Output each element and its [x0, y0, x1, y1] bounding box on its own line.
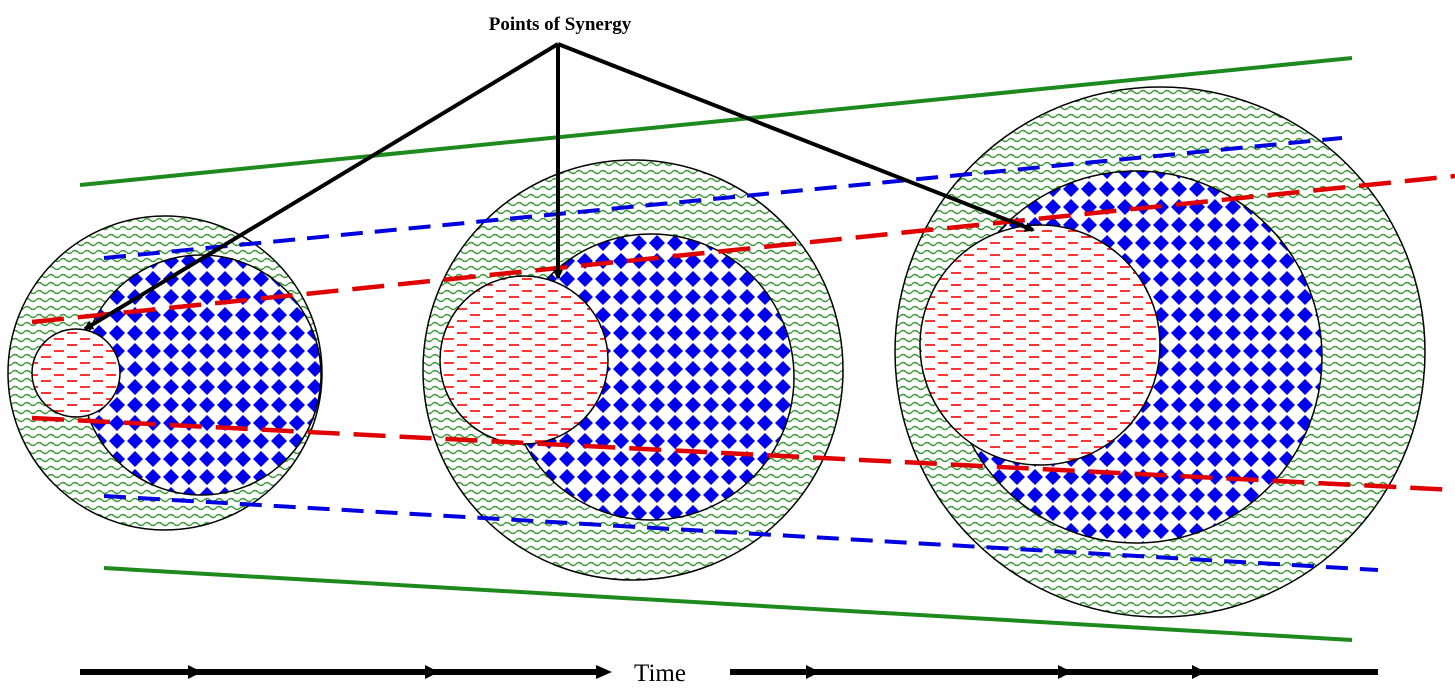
time-axis-arrow-1 — [188, 665, 202, 679]
time-axis-arrow-3 — [596, 665, 612, 679]
synergy-arrow-1 — [83, 42, 560, 331]
stage-3-inner-circle — [919, 224, 1161, 466]
time-axis-arrow-6 — [1192, 665, 1206, 679]
stage-3-group — [894, 86, 1426, 618]
stage-1-inner-circle — [31, 328, 121, 418]
time-axis-arrow-2 — [425, 665, 439, 679]
inner-boundary-top — [31, 173, 1455, 325]
middle-boundary-top — [103, 136, 1343, 260]
synergy-arrow-3 — [557, 42, 1035, 232]
middle-boundary-bottom — [103, 494, 1379, 572]
outer-boundary-bottom — [103, 566, 1353, 642]
time-axis-arrow-4 — [806, 665, 820, 679]
stage-2-inner-circle — [439, 275, 609, 445]
stage-2-group — [422, 159, 844, 581]
inner-boundary-bottom — [31, 415, 1455, 493]
time-axis-arrow-5 — [1058, 665, 1072, 679]
outer-boundary-top — [79, 56, 1353, 187]
stage-1-group — [7, 215, 323, 531]
time-axis-label: Time — [634, 660, 686, 687]
points-of-synergy-label: Points of Synergy — [488, 14, 632, 35]
